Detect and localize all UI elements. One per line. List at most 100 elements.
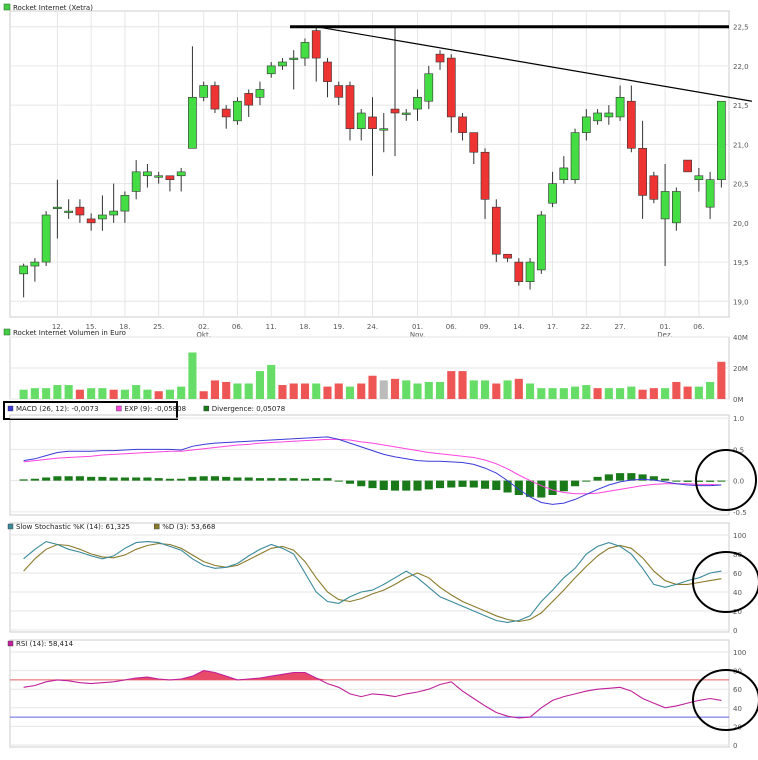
divergence-bar — [165, 478, 174, 481]
macd-line — [23, 436, 722, 505]
divergence-bar — [64, 476, 73, 481]
divergence-bar — [717, 480, 726, 482]
price-xtick: 06. — [446, 323, 457, 331]
volume-bar — [706, 381, 715, 399]
price-grid: 19,0 19,5 20,0 20,5 21,0 21,5 22,0 22,5 12. 15. 18… — [10, 11, 749, 339]
divergence-bar — [458, 480, 467, 487]
price-panel — [9, 10, 730, 318]
price-legend-swatch — [3, 3, 11, 11]
divergence-bar — [526, 480, 535, 497]
candle-down — [446, 57, 456, 118]
volume-bar — [312, 383, 321, 399]
divergence-bar — [210, 476, 219, 481]
volume-bar — [627, 386, 636, 399]
volume-legend-swatch — [3, 328, 11, 336]
candle-up — [401, 112, 411, 115]
volume-bar — [132, 385, 141, 399]
candle-up — [548, 183, 557, 204]
price-annotations — [290, 25, 753, 102]
stochastic-plot: 0 20 40 60 80 100 — [10, 532, 746, 635]
candle-up — [30, 261, 40, 267]
candle-up — [604, 112, 614, 118]
legend-label: EXP (9): -0,05808 — [124, 405, 186, 413]
candle-down — [480, 151, 490, 200]
candle-down — [435, 53, 445, 63]
volume-bar — [424, 381, 433, 399]
stochastic-ytick: 0 — [733, 627, 737, 635]
divergence-bar — [706, 480, 715, 482]
divergence-bar — [469, 480, 478, 488]
volume-bar — [199, 391, 208, 399]
divergence-bar — [188, 476, 197, 481]
candle-up — [154, 175, 164, 178]
price-xtick-month: Nov. — [410, 331, 425, 339]
price-xtick: 14. — [513, 323, 524, 331]
divergence-bar — [255, 478, 265, 481]
volume-bar — [289, 383, 298, 399]
volume-bar — [492, 383, 501, 399]
divergence-bar — [132, 477, 141, 481]
candle-up — [525, 261, 535, 282]
divergence-bar — [424, 480, 433, 490]
candle-up — [120, 195, 130, 212]
volume-bar — [548, 388, 557, 399]
price-xtick: 25. — [153, 323, 164, 331]
candle-down — [334, 85, 344, 98]
rsi-ytick: 60 — [733, 686, 742, 694]
legend-swatch — [7, 640, 14, 647]
volume-bar — [278, 385, 287, 399]
divergence-bar — [368, 480, 377, 489]
stochastic-d-line — [23, 542, 722, 623]
volume-bar — [233, 383, 242, 399]
candle-up — [379, 128, 389, 131]
volume-bar — [537, 388, 546, 399]
legend-swatch — [7, 523, 14, 530]
macd-legend-highlight-box — [3, 401, 178, 420]
candle-up — [300, 42, 310, 59]
candle-up — [356, 112, 366, 129]
candle-up — [581, 116, 591, 133]
price-xtick: 09. — [479, 323, 490, 331]
candle-up — [19, 265, 28, 275]
price-ytick: 20,0 — [733, 220, 749, 228]
volume-bar — [345, 386, 355, 399]
candle-up — [266, 65, 276, 75]
price-ytick: 19,5 — [733, 259, 749, 267]
volume-bar — [255, 371, 265, 399]
divergence-bar — [604, 474, 613, 481]
volume-bar — [458, 371, 467, 399]
candle-up — [424, 73, 434, 102]
volume-bar — [390, 378, 400, 399]
candle-up — [98, 214, 107, 220]
volume-bar — [42, 388, 51, 399]
candle-down — [221, 108, 231, 118]
price-ytick: 20,5 — [733, 181, 749, 189]
macd-ytick: 0.5 — [733, 446, 744, 454]
divergence-bar — [357, 480, 366, 487]
candle-up — [660, 191, 670, 220]
divergence-bar — [289, 478, 298, 481]
macd-ytick: 1.0 — [733, 415, 744, 423]
volume-bar — [604, 388, 613, 399]
candle-up — [188, 97, 197, 149]
divergence-bar — [75, 476, 84, 481]
candle-down — [244, 93, 254, 106]
price-ytick: 22,5 — [733, 24, 749, 32]
macd-annotation-circle — [695, 449, 757, 511]
candle-up — [559, 167, 569, 180]
candle-up — [278, 61, 287, 67]
divergence-bar — [627, 473, 636, 481]
volume-title: Rocket Internet Volumen in Euro — [13, 329, 126, 337]
macd-panel — [9, 414, 730, 516]
volume-bar — [683, 386, 692, 399]
legend-label: Slow Stochastic %K (14): 61,325 — [16, 523, 130, 531]
divergence-bar — [638, 474, 647, 481]
legend-label: MACD (26, 12): -0,0073 — [16, 405, 99, 413]
legend-label: Divergence: 0,05078 — [212, 405, 285, 413]
divergence-bar — [480, 480, 490, 489]
candle-up — [109, 210, 119, 216]
divergence-bar — [559, 480, 568, 492]
volume-bar — [120, 389, 129, 399]
candle-up — [593, 112, 602, 122]
price-xtick: 11. — [266, 323, 277, 331]
